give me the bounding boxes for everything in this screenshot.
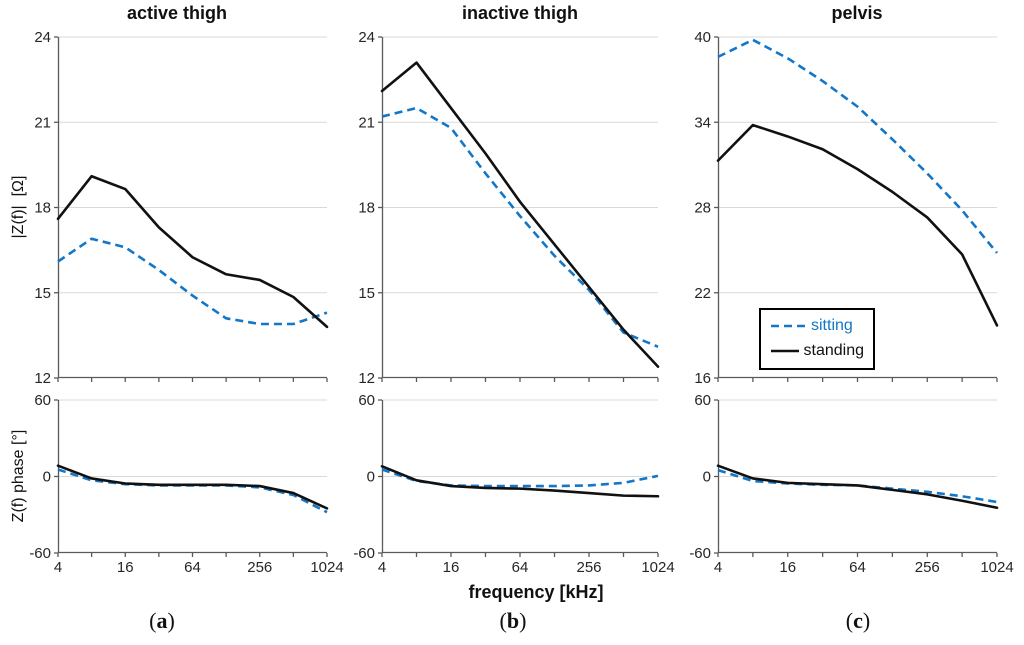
svg-text:15: 15 [34,285,51,302]
svg-text:0: 0 [367,469,375,486]
pelvis-phase-chart: 60 0 -604 16 64 256 1024 [689,392,1013,576]
caption-a-paren-close: ) [167,608,175,633]
caption-b-letter: b [506,608,520,633]
svg-text:12: 12 [358,370,375,387]
caption-a: (a) [149,608,175,634]
legend-item-sitting: sitting [770,318,864,334]
caption-c-letter: c [853,608,863,633]
caption-b: (b) [500,608,527,634]
svg-text:256: 256 [576,559,601,576]
legend-label-standing: standing [803,342,865,359]
svg-text:64: 64 [849,559,866,576]
svg-text:4: 4 [378,559,386,576]
caption-c: (c) [846,608,870,634]
svg-text:60: 60 [34,392,51,409]
svg-text:40: 40 [694,29,711,46]
svg-text:64: 64 [184,559,201,576]
svg-text:64: 64 [512,559,529,576]
caption-b-paren: ( [499,608,507,633]
svg-text:21: 21 [34,114,51,131]
sitting-line-sample [771,324,805,328]
legend-label-sitting: sitting [811,317,853,334]
svg-text:24: 24 [358,29,375,46]
panel-title-active-thigh: active thigh [126,3,228,23]
caption-b-paren-close: ) [519,608,527,633]
svg-text:0: 0 [43,469,51,486]
legend-item-standing: standing [770,343,864,359]
svg-text:1024: 1024 [310,559,343,576]
svg-text:34: 34 [694,114,711,131]
svg-text:1024: 1024 [641,559,674,576]
svg-text:1024: 1024 [980,559,1013,576]
active-thigh-magnitude-chart: 24 21 18 15 12 [34,29,329,387]
y-axis-label-phase: Z(f) phase [°] [10,429,27,523]
svg-text:-60: -60 [353,545,375,562]
svg-text:16: 16 [443,559,460,576]
caption-a-letter: a [156,608,168,633]
inactive-thigh-magnitude-chart: 24 21 18 15 12 [358,29,660,387]
caption-c-paren-close: ) [862,608,871,633]
x-axis-label: frequency [kHz] [468,582,604,602]
y-axis-label-magnitude: |Z(f)| [Ω] [10,175,27,239]
active-thigh-phase-chart: 60 0 -604 16 64 256 1024 [29,392,343,576]
svg-text:-60: -60 [29,545,51,562]
svg-text:16: 16 [117,559,134,576]
svg-text:60: 60 [358,392,375,409]
svg-text:16: 16 [779,559,796,576]
svg-text:21: 21 [358,114,375,131]
svg-text:60: 60 [694,392,711,409]
svg-text:18: 18 [34,200,51,217]
svg-text:0: 0 [703,469,711,486]
svg-text:15: 15 [358,285,375,302]
svg-text:22: 22 [694,285,711,302]
svg-text:-60: -60 [689,545,711,562]
caption-c-paren: ( [845,608,854,633]
svg-text:4: 4 [54,559,62,576]
svg-text:16: 16 [694,370,711,387]
svg-text:256: 256 [247,559,272,576]
pelvis-magnitude-chart: 40 34 28 22 16 [694,29,999,387]
caption-a-paren: ( [149,608,157,633]
svg-text:4: 4 [714,559,722,576]
inactive-thigh-phase-chart: 60 0 -604 16 64 256 1024 [353,392,674,576]
panel-title-inactive-thigh: inactive thigh [461,3,579,23]
standing-line-sample [771,349,799,353]
panel-title-pelvis: pelvis [831,3,883,23]
svg-text:18: 18 [358,200,375,217]
legend: sitting standing [759,308,875,370]
svg-text:12: 12 [34,370,51,387]
svg-text:28: 28 [694,200,711,217]
svg-text:24: 24 [34,29,51,46]
svg-text:256: 256 [915,559,940,576]
